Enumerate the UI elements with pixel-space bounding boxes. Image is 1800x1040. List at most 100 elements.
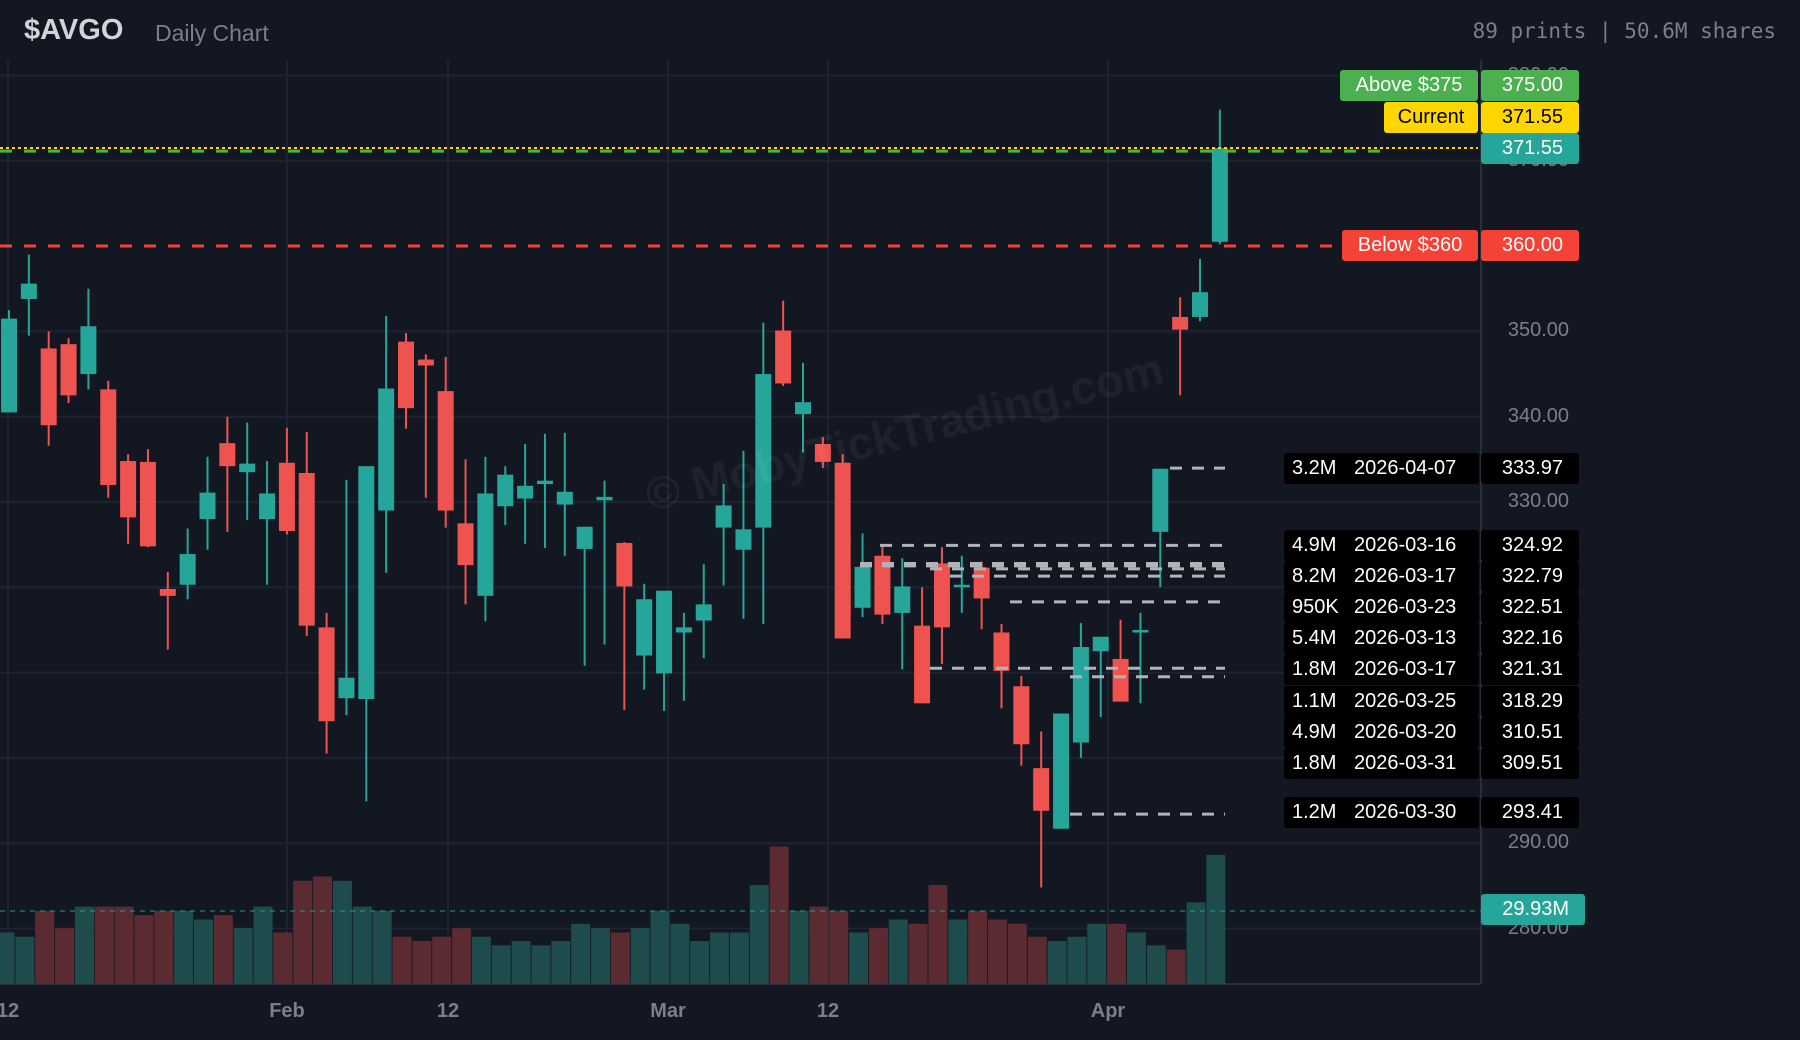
- print-row: 5.4M 2026-03-13: [1284, 623, 1479, 654]
- chart-type-label: Daily Chart: [155, 20, 269, 46]
- candle-body: [1033, 768, 1050, 811]
- candle-body: [854, 566, 871, 608]
- candle-body: [874, 555, 891, 615]
- print-price: 322.51: [1481, 592, 1579, 623]
- print-volume: 1.1M: [1292, 690, 1337, 712]
- volume-bar: [313, 876, 333, 984]
- above-level-label: Above $375: [1340, 70, 1478, 101]
- print-row: 1.8M 2026-03-31: [1284, 748, 1479, 779]
- volume-bar: [809, 906, 829, 984]
- print-date: 2026-03-16: [1354, 534, 1457, 556]
- volume-bar: [412, 941, 432, 984]
- volume-bar: [1107, 923, 1127, 984]
- candle-body: [60, 344, 77, 396]
- print-date: 2026-03-13: [1354, 627, 1457, 649]
- candle-body: [695, 604, 712, 621]
- print-date: 2026-03-20: [1354, 721, 1457, 743]
- volume-bar: [690, 941, 710, 984]
- volume-bar: [888, 919, 908, 984]
- volume-bar: [0, 932, 15, 984]
- below-level-label: Below $360: [1342, 230, 1478, 261]
- print-row: 1.2M 2026-03-30: [1284, 797, 1479, 828]
- candle-body: [576, 526, 593, 549]
- print-date: 2026-03-31: [1354, 752, 1457, 774]
- candle-body: [1172, 316, 1189, 330]
- candle-body: [636, 599, 653, 656]
- candle-body: [675, 627, 692, 633]
- candle-body: [715, 505, 732, 528]
- print-price: 309.51: [1481, 748, 1579, 779]
- volume-bar: [1047, 941, 1067, 984]
- candle-body: [100, 389, 117, 485]
- volume-bar: [372, 910, 392, 984]
- volume-bar: [868, 928, 888, 984]
- print-date: 2026-03-17: [1354, 658, 1457, 680]
- volume-bar: [134, 915, 154, 984]
- time-tick: Apr: [1090, 1000, 1126, 1022]
- candle-body: [139, 461, 156, 547]
- volume-bar: [908, 923, 928, 984]
- time-tick: 12: [436, 1000, 460, 1022]
- candle-body: [497, 474, 514, 507]
- candle-body: [993, 632, 1010, 671]
- prints-stats: 89 prints | 50.6M shares: [1472, 19, 1776, 43]
- candle-body: [437, 391, 454, 511]
- candle-body: [40, 348, 57, 426]
- print-date: 2026-03-25: [1354, 690, 1457, 712]
- candle-body: [616, 542, 633, 587]
- print-date: 2026-03-30: [1354, 801, 1457, 823]
- volume-bar: [829, 910, 849, 984]
- print-row: 4.9M 2026-03-16: [1284, 530, 1479, 561]
- volume-bar: [213, 915, 233, 984]
- print-row: 950K 2026-03-23: [1284, 592, 1479, 623]
- print-price: 321.31: [1481, 654, 1579, 685]
- volume-bar: [610, 932, 630, 984]
- volume-bar: [650, 910, 670, 984]
- print-row: 1.8M 2026-03-17: [1284, 654, 1479, 685]
- candle-body: [1211, 148, 1228, 242]
- candle-body: [477, 493, 494, 596]
- time-tick: 12: [0, 1000, 20, 1022]
- print-price: 318.29: [1481, 686, 1579, 717]
- candle-body: [1192, 292, 1208, 317]
- candle-body: [338, 677, 355, 699]
- time-tick: Feb: [269, 1000, 305, 1022]
- candle-body: [278, 462, 295, 532]
- candle-body: [159, 589, 176, 596]
- candle-body: [656, 590, 673, 674]
- candle-body: [755, 374, 772, 528]
- candle-body: [973, 567, 990, 599]
- ticker-title: $AVGO: [24, 14, 124, 46]
- volume-bar: [154, 910, 174, 984]
- candle-body: [318, 627, 335, 722]
- candle-body: [953, 584, 970, 588]
- candle-body: [219, 443, 236, 467]
- candle-body: [795, 402, 811, 415]
- candle-body: [894, 586, 911, 613]
- volume-bar: [1206, 855, 1226, 984]
- below-level-price: 360.00: [1481, 230, 1579, 261]
- print-volume: 1.2M: [1292, 801, 1337, 823]
- print-date: 2026-03-17: [1354, 565, 1457, 587]
- print-volume: 1.8M: [1292, 658, 1337, 680]
- volume-bar: [392, 936, 412, 984]
- volume-bar: [729, 932, 749, 984]
- candle-body: [358, 466, 375, 700]
- above-level-price: 375.00: [1481, 70, 1579, 101]
- print-date: 2026-04-07: [1354, 457, 1457, 479]
- volume-bar: [432, 936, 452, 984]
- candle-body: [1053, 713, 1070, 829]
- volume-bar: [670, 923, 690, 984]
- price-tick: 290.00: [1507, 831, 1569, 854]
- candle-body: [457, 523, 474, 566]
- price-tick: 330.00: [1507, 490, 1569, 512]
- volume-bar: [511, 941, 531, 984]
- volume-last-label: 29.93M: [1481, 894, 1585, 925]
- print-volume: 5.4M: [1292, 627, 1337, 649]
- print-row: 1.1M 2026-03-25: [1284, 686, 1479, 717]
- volume-bar: [55, 928, 75, 984]
- price-tick: 350.00: [1507, 319, 1569, 342]
- volume-bar: [74, 906, 94, 984]
- time-tick: Mar: [650, 1000, 686, 1022]
